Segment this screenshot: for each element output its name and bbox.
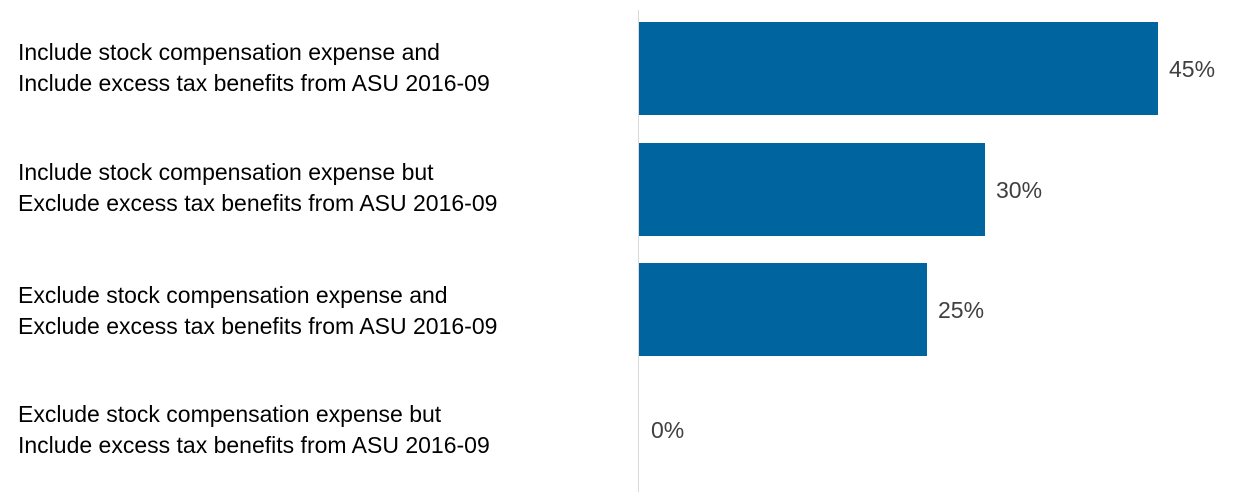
data-label: 0% — [651, 416, 685, 443]
category-label-line: Include stock compensation expense but — [18, 159, 434, 185]
bar — [639, 143, 985, 236]
data-label: 25% — [938, 296, 985, 323]
bar — [639, 22, 1158, 115]
category-label-line: Exclude stock compensation expense but — [18, 401, 442, 427]
category-label: Include stock compensation expense but Ex… — [18, 157, 618, 219]
category-label-line: Exclude excess tax benefits from ASU 201… — [18, 313, 498, 339]
category-label-line: Exclude excess tax benefits from ASU 201… — [18, 190, 498, 216]
category-label: Exclude stock compensation expense and Ex… — [18, 280, 618, 342]
category-axis-line — [638, 10, 639, 492]
category-label-line: Exclude stock compensation expense and — [18, 282, 448, 308]
category-label: Exclude stock compensation expense but In… — [18, 399, 618, 461]
data-label: 45% — [1169, 55, 1216, 82]
category-label: Include stock compensation expense and In… — [18, 37, 618, 99]
category-label-line: Include excess tax benefits from ASU 201… — [18, 70, 490, 96]
category-label-line: Include stock compensation expense and — [18, 39, 440, 65]
category-label-line: Include excess tax benefits from ASU 201… — [18, 432, 490, 458]
data-label: 30% — [996, 176, 1043, 203]
bar — [639, 263, 927, 356]
